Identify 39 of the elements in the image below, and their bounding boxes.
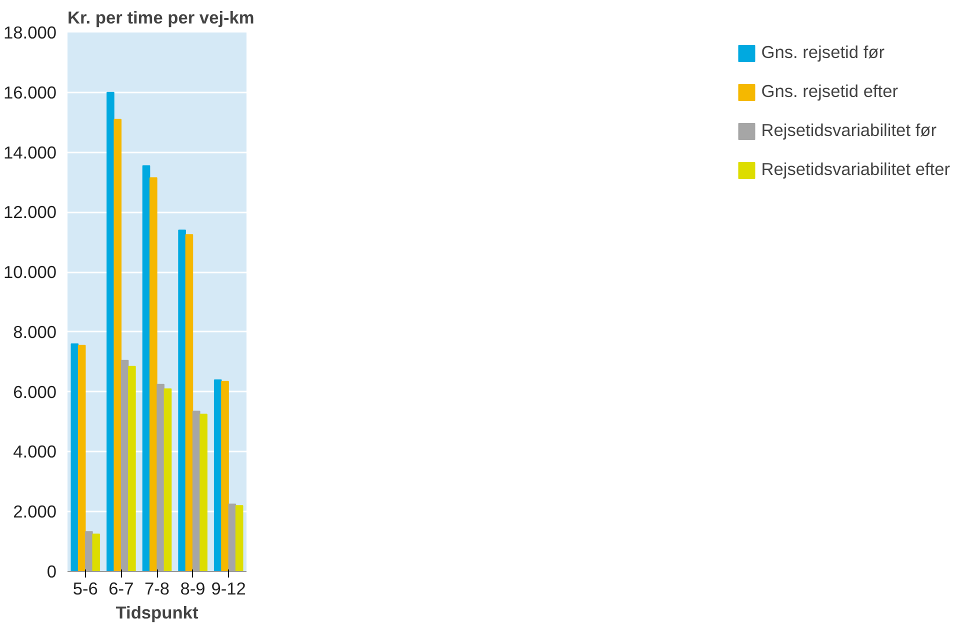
y-tick-label: 12.000 [4, 202, 56, 222]
y-tick-label: 10.000 [4, 262, 56, 282]
bar [150, 177, 158, 572]
legend-label: Gns. rejsetid før [761, 42, 884, 63]
bar [221, 380, 229, 572]
legend-label: Gns. rejsetid efter [761, 81, 898, 102]
bar [78, 344, 86, 572]
y-tick-label: 2.000 [13, 502, 57, 522]
x-tick-label: 5-6 [72, 578, 98, 598]
bar [192, 410, 200, 572]
y-tick-label: 8.000 [13, 322, 57, 342]
x-tick-label: 6-7 [108, 578, 134, 598]
bar [142, 165, 150, 572]
bar [235, 505, 244, 572]
bar [156, 384, 164, 572]
bar [106, 92, 114, 572]
y-tick-label: 16.000 [4, 82, 56, 102]
y-axis-title: Kr. per time per vej-km [68, 8, 254, 28]
bar [120, 360, 129, 572]
x-tick-label: 9-12 [211, 578, 246, 598]
x-tick-label: 8-9 [180, 578, 206, 598]
x-axis-title: Tidspunkt [116, 602, 198, 622]
y-tick-label: 0 [46, 562, 57, 582]
bar [214, 379, 222, 572]
bar [70, 343, 79, 572]
bar [164, 388, 172, 572]
bar [92, 534, 100, 572]
y-tick-label: 18.000 [4, 22, 56, 42]
y-tick-label: 4.000 [13, 442, 57, 462]
legend-label: Rejsetidsvariabilitet før [761, 120, 936, 141]
bar [200, 414, 208, 572]
bar [128, 366, 136, 572]
bar [114, 118, 122, 572]
y-tick-label: 14.000 [4, 142, 56, 162]
legend-label: Rejsetidsvariabilitet efter [761, 159, 950, 180]
bar [178, 230, 186, 572]
bar [185, 234, 194, 572]
y-tick-label: 6.000 [13, 382, 57, 402]
x-tick-label: 7-8 [144, 578, 170, 598]
